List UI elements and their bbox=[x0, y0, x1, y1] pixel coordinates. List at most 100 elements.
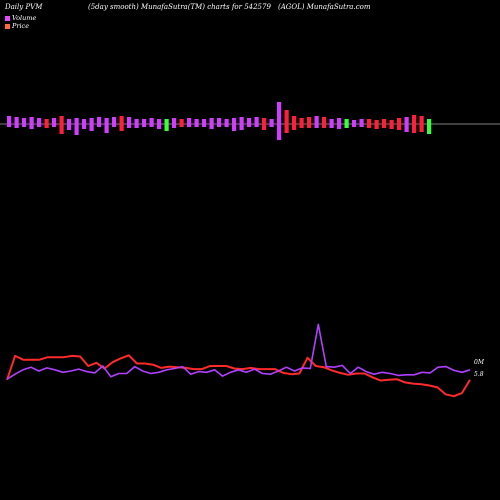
volume-bar-up bbox=[419, 116, 424, 124]
volume-bar-down bbox=[44, 124, 49, 128]
volume-bar-down bbox=[374, 124, 379, 129]
volume-bar-up bbox=[344, 119, 349, 124]
volume-bar-down bbox=[202, 124, 207, 127]
volume-bar-up bbox=[382, 119, 387, 124]
volume-bar-up bbox=[44, 119, 49, 124]
volume-bar-up bbox=[329, 119, 334, 124]
volume-end-label: 0M bbox=[474, 359, 485, 366]
volume-bar-down bbox=[67, 124, 72, 130]
volume-bar-down bbox=[254, 124, 259, 127]
price-end-label: 5.8 bbox=[474, 371, 484, 378]
volume-bar-up bbox=[217, 118, 222, 124]
volume-bar-down bbox=[142, 124, 147, 127]
volume-bar-down bbox=[164, 124, 169, 131]
volume-bar-up bbox=[67, 119, 72, 124]
volume-bar-up bbox=[322, 117, 327, 124]
volume-bar-up bbox=[142, 119, 147, 124]
volume-bar-down bbox=[284, 124, 289, 133]
volume-bar-down bbox=[307, 124, 312, 128]
legend-price-swatch bbox=[5, 23, 10, 29]
volume-bar-down bbox=[157, 124, 162, 129]
volume-bar-down bbox=[14, 124, 19, 128]
volume-bar-down bbox=[112, 124, 117, 127]
volume-bar-down bbox=[329, 124, 334, 128]
volume-bar-up bbox=[397, 118, 402, 124]
volume-bar-down bbox=[22, 124, 27, 127]
volume-line bbox=[6, 323, 471, 380]
volume-bar-up bbox=[149, 118, 154, 124]
volume-bar-down bbox=[29, 124, 34, 129]
volume-bar-up bbox=[59, 116, 64, 124]
volume-bar-down bbox=[389, 124, 394, 129]
volume-bar-up bbox=[89, 118, 94, 124]
volume-bar-up bbox=[97, 117, 102, 124]
volume-bar-up bbox=[269, 119, 274, 124]
volume-bar-down bbox=[427, 124, 432, 134]
volume-bar-down bbox=[232, 124, 237, 131]
volume-bar-down bbox=[82, 124, 87, 129]
volume-bar-down bbox=[224, 124, 229, 127]
volume-bar-up bbox=[194, 119, 199, 124]
volume-bar-up bbox=[427, 119, 432, 124]
volume-bar-down bbox=[149, 124, 154, 127]
volume-bar-down bbox=[187, 124, 192, 127]
volume-bar-up bbox=[307, 117, 312, 124]
volume-bar-down bbox=[367, 124, 372, 128]
volume-bar-up bbox=[374, 120, 379, 124]
volume-bar-down bbox=[37, 124, 42, 127]
volume-bar-down bbox=[269, 124, 274, 127]
volume-bar-down bbox=[262, 124, 267, 130]
volume-bar-down bbox=[59, 124, 64, 134]
volume-bar-up bbox=[359, 119, 364, 124]
volume-bar-up bbox=[14, 117, 19, 124]
volume-bar-down bbox=[194, 124, 199, 127]
volume-bar-down bbox=[277, 124, 282, 140]
volume-bar-up bbox=[247, 118, 252, 124]
chart-header-site: (AGOL) MunafaSutra.com bbox=[278, 3, 371, 11]
volume-bar-up bbox=[29, 117, 34, 124]
volume-bar-down bbox=[404, 124, 409, 132]
volume-bar-up bbox=[37, 118, 42, 124]
volume-bar-down bbox=[247, 124, 252, 127]
chart-header-left: Daily PVM bbox=[5, 3, 43, 11]
chart-header-title: (5day smooth) MunafaSutra(TM) charts for… bbox=[88, 3, 271, 11]
legend-volume-swatch bbox=[5, 15, 10, 21]
volume-bar-down bbox=[412, 124, 417, 133]
volume-bar-down bbox=[344, 124, 349, 128]
volume-bar-up bbox=[292, 116, 297, 124]
volume-bar-up bbox=[82, 119, 87, 124]
legend-volume-label: Volume bbox=[12, 14, 37, 22]
volume-bar-up bbox=[262, 118, 267, 124]
volume-bar-up bbox=[52, 118, 57, 124]
volume-bar-up bbox=[239, 117, 244, 124]
volume-bar-up bbox=[104, 118, 109, 124]
volume-bar-up bbox=[164, 119, 169, 124]
volume-bar-up bbox=[254, 117, 259, 124]
volume-bar-down bbox=[209, 124, 214, 129]
volume-bar-up bbox=[232, 118, 237, 124]
volume-bar-up bbox=[119, 116, 124, 124]
volume-bar-down bbox=[397, 124, 402, 130]
volume-bar-down bbox=[119, 124, 124, 131]
volume-bar-up bbox=[202, 119, 207, 124]
volume-bar-down bbox=[314, 124, 319, 128]
volume-bar-up bbox=[179, 119, 184, 124]
volume-bar-down bbox=[299, 124, 304, 128]
volume-bar-up bbox=[134, 119, 139, 124]
volume-bar-down bbox=[239, 124, 244, 130]
volume-bar-up bbox=[112, 117, 117, 124]
volume-bar-up bbox=[127, 117, 132, 124]
volume-bar-down bbox=[359, 124, 364, 127]
volume-bar-up bbox=[74, 118, 79, 124]
volume-bar-up bbox=[389, 120, 394, 124]
volume-bar-up bbox=[224, 119, 229, 124]
volume-bar-up bbox=[337, 118, 342, 124]
volume-bar-down bbox=[382, 124, 387, 128]
volume-bar-down bbox=[74, 124, 79, 135]
volume-bar-down bbox=[179, 124, 184, 127]
volume-bar-up bbox=[157, 119, 162, 124]
volume-bar-up bbox=[22, 118, 27, 124]
legend-price: Price bbox=[5, 22, 29, 30]
volume-bar-down bbox=[7, 124, 12, 127]
volume-bar-up bbox=[367, 119, 372, 124]
